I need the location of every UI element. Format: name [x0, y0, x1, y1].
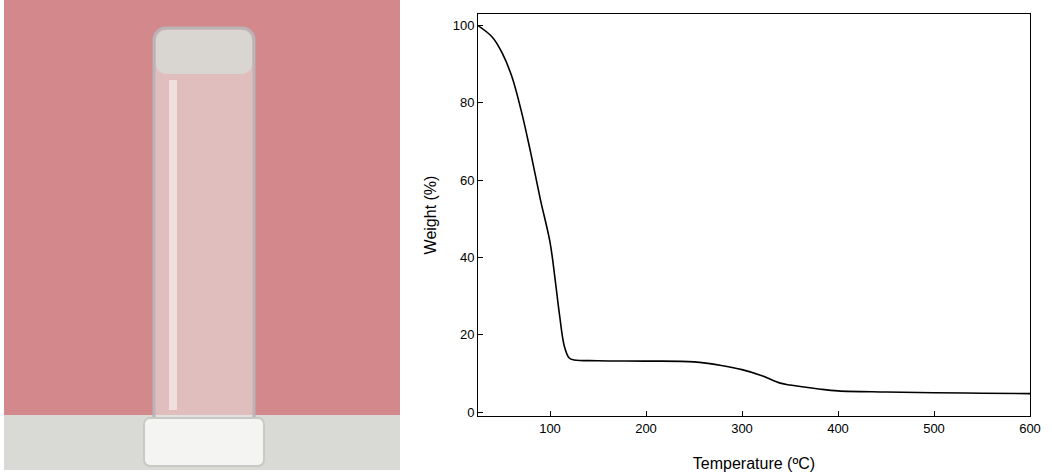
svg-text:80: 80	[460, 95, 474, 110]
svg-text:500: 500	[923, 421, 945, 436]
svg-text:300: 300	[731, 421, 753, 436]
svg-text:100: 100	[453, 18, 475, 33]
svg-text:100: 100	[539, 421, 561, 436]
svg-text:600: 600	[1019, 421, 1041, 436]
svg-text:20: 20	[460, 327, 474, 342]
svg-text:0: 0	[467, 405, 474, 420]
svg-text:400: 400	[827, 421, 849, 436]
svg-text:60: 60	[460, 173, 474, 188]
svg-text:Temperature (ºC): Temperature (ºC)	[693, 455, 815, 472]
svg-text:Weight (%): Weight (%)	[422, 176, 439, 255]
svg-text:40: 40	[460, 250, 474, 265]
svg-text:200: 200	[635, 421, 657, 436]
